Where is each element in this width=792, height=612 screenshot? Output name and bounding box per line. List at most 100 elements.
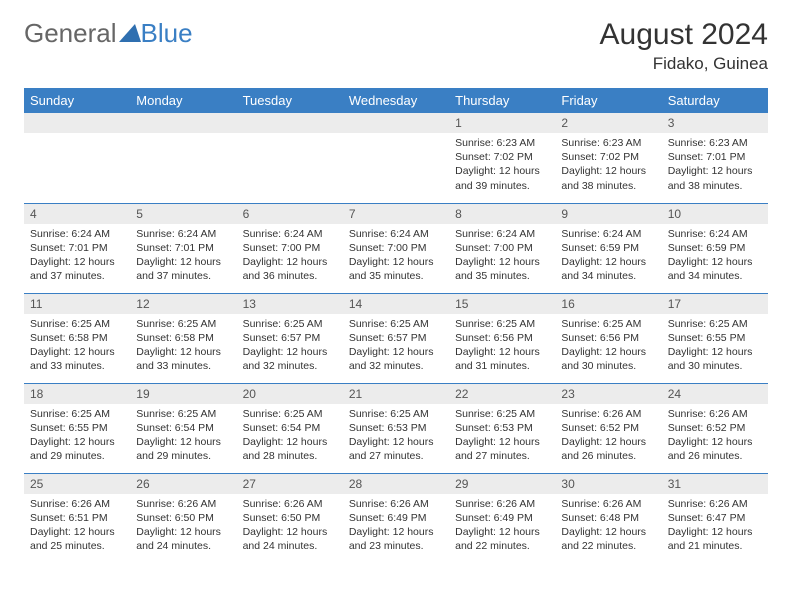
calendar-cell: 13Sunrise: 6:25 AMSunset: 6:57 PMDayligh…	[237, 293, 343, 383]
calendar-cell: 7Sunrise: 6:24 AMSunset: 7:00 PMDaylight…	[343, 203, 449, 293]
day-detail: Sunrise: 6:26 AMSunset: 6:52 PMDaylight:…	[662, 404, 768, 468]
day-detail-line: Daylight: 12 hours	[668, 345, 762, 359]
day-detail-line: Daylight: 12 hours	[136, 255, 230, 269]
day-detail-line: and 39 minutes.	[455, 179, 549, 193]
day-number: 27	[237, 474, 343, 494]
day-detail-line: Sunrise: 6:26 AM	[668, 407, 762, 421]
day-detail-line: and 26 minutes.	[668, 449, 762, 463]
day-number	[24, 113, 130, 133]
calendar-cell: 26Sunrise: 6:26 AMSunset: 6:50 PMDayligh…	[130, 473, 236, 563]
day-number: 4	[24, 204, 130, 224]
calendar-table: SundayMondayTuesdayWednesdayThursdayFrid…	[24, 88, 768, 563]
day-detail: Sunrise: 6:24 AMSunset: 7:00 PMDaylight:…	[343, 224, 449, 288]
day-detail-line: and 38 minutes.	[561, 179, 655, 193]
day-detail-line: Daylight: 12 hours	[349, 255, 443, 269]
day-number: 15	[449, 294, 555, 314]
page-header: General Blue August 2024 Fidako, Guinea	[24, 18, 768, 74]
logo: General Blue	[24, 18, 193, 49]
day-detail-line: Sunset: 7:02 PM	[455, 150, 549, 164]
day-number: 20	[237, 384, 343, 404]
calendar-cell	[343, 113, 449, 203]
day-number	[343, 113, 449, 133]
day-detail-line: and 27 minutes.	[455, 449, 549, 463]
day-detail: Sunrise: 6:26 AMSunset: 6:48 PMDaylight:…	[555, 494, 661, 558]
calendar-cell: 28Sunrise: 6:26 AMSunset: 6:49 PMDayligh…	[343, 473, 449, 563]
day-detail-line: Sunset: 7:00 PM	[243, 241, 337, 255]
day-detail-line: Sunset: 6:50 PM	[136, 511, 230, 525]
day-number: 5	[130, 204, 236, 224]
day-detail-line: and 31 minutes.	[455, 359, 549, 373]
day-detail-line: and 36 minutes.	[243, 269, 337, 283]
calendar-cell: 24Sunrise: 6:26 AMSunset: 6:52 PMDayligh…	[662, 383, 768, 473]
day-detail: Sunrise: 6:25 AMSunset: 6:54 PMDaylight:…	[130, 404, 236, 468]
day-detail-line: and 28 minutes.	[243, 449, 337, 463]
calendar-cell: 5Sunrise: 6:24 AMSunset: 7:01 PMDaylight…	[130, 203, 236, 293]
day-detail-line: and 23 minutes.	[349, 539, 443, 553]
day-detail-line: Sunrise: 6:26 AM	[668, 497, 762, 511]
day-detail: Sunrise: 6:26 AMSunset: 6:49 PMDaylight:…	[343, 494, 449, 558]
day-detail: Sunrise: 6:23 AMSunset: 7:02 PMDaylight:…	[449, 133, 555, 197]
calendar-cell: 4Sunrise: 6:24 AMSunset: 7:01 PMDaylight…	[24, 203, 130, 293]
day-number: 12	[130, 294, 236, 314]
day-number: 11	[24, 294, 130, 314]
day-detail-line: Sunrise: 6:25 AM	[30, 317, 124, 331]
day-detail-line: and 24 minutes.	[243, 539, 337, 553]
day-detail-line: Sunset: 6:54 PM	[136, 421, 230, 435]
month-title: August 2024	[600, 18, 768, 52]
day-detail-line: Sunrise: 6:24 AM	[136, 227, 230, 241]
day-detail-line: Sunrise: 6:25 AM	[349, 407, 443, 421]
day-header: Thursday	[449, 88, 555, 113]
day-detail-line: and 34 minutes.	[668, 269, 762, 283]
day-detail-line: Sunset: 6:55 PM	[668, 331, 762, 345]
day-detail-line: and 32 minutes.	[349, 359, 443, 373]
calendar-cell: 10Sunrise: 6:24 AMSunset: 6:59 PMDayligh…	[662, 203, 768, 293]
day-detail-line: Sunset: 6:48 PM	[561, 511, 655, 525]
calendar-cell: 21Sunrise: 6:25 AMSunset: 6:53 PMDayligh…	[343, 383, 449, 473]
day-detail-line: Daylight: 12 hours	[30, 525, 124, 539]
day-detail-line: and 25 minutes.	[30, 539, 124, 553]
day-detail-line: and 32 minutes.	[243, 359, 337, 373]
calendar-cell: 29Sunrise: 6:26 AMSunset: 6:49 PMDayligh…	[449, 473, 555, 563]
day-detail-line: and 33 minutes.	[136, 359, 230, 373]
day-detail-line: Sunrise: 6:25 AM	[136, 407, 230, 421]
day-detail-line: and 38 minutes.	[668, 179, 762, 193]
day-header: Friday	[555, 88, 661, 113]
day-number: 23	[555, 384, 661, 404]
calendar-cell: 30Sunrise: 6:26 AMSunset: 6:48 PMDayligh…	[555, 473, 661, 563]
day-detail-line: Sunrise: 6:25 AM	[349, 317, 443, 331]
calendar-week: 18Sunrise: 6:25 AMSunset: 6:55 PMDayligh…	[24, 383, 768, 473]
day-detail-line: Daylight: 12 hours	[561, 435, 655, 449]
day-detail: Sunrise: 6:25 AMSunset: 6:53 PMDaylight:…	[343, 404, 449, 468]
calendar-cell: 9Sunrise: 6:24 AMSunset: 6:59 PMDaylight…	[555, 203, 661, 293]
day-detail-line: Daylight: 12 hours	[561, 525, 655, 539]
day-number: 10	[662, 204, 768, 224]
day-detail-line: and 37 minutes.	[30, 269, 124, 283]
day-detail-line: and 35 minutes.	[455, 269, 549, 283]
location: Fidako, Guinea	[600, 54, 768, 74]
triangle-icon	[119, 24, 141, 42]
day-number: 22	[449, 384, 555, 404]
day-detail-line: Sunrise: 6:25 AM	[455, 317, 549, 331]
day-detail-line: Sunset: 6:49 PM	[349, 511, 443, 525]
day-number: 9	[555, 204, 661, 224]
calendar-cell: 11Sunrise: 6:25 AMSunset: 6:58 PMDayligh…	[24, 293, 130, 383]
calendar-cell	[237, 113, 343, 203]
calendar-cell: 14Sunrise: 6:25 AMSunset: 6:57 PMDayligh…	[343, 293, 449, 383]
day-detail-line: Daylight: 12 hours	[243, 525, 337, 539]
day-detail-line: Daylight: 12 hours	[243, 255, 337, 269]
calendar-cell: 12Sunrise: 6:25 AMSunset: 6:58 PMDayligh…	[130, 293, 236, 383]
day-detail-line: Sunset: 6:47 PM	[668, 511, 762, 525]
logo-text-general: General	[24, 18, 117, 49]
calendar-cell: 6Sunrise: 6:24 AMSunset: 7:00 PMDaylight…	[237, 203, 343, 293]
day-detail-line: Daylight: 12 hours	[349, 435, 443, 449]
calendar-week: 1Sunrise: 6:23 AMSunset: 7:02 PMDaylight…	[24, 113, 768, 203]
day-number: 19	[130, 384, 236, 404]
day-number: 3	[662, 113, 768, 133]
day-detail: Sunrise: 6:26 AMSunset: 6:50 PMDaylight:…	[237, 494, 343, 558]
day-number: 13	[237, 294, 343, 314]
day-number	[237, 113, 343, 133]
day-detail-line: Sunrise: 6:24 AM	[561, 227, 655, 241]
title-block: August 2024 Fidako, Guinea	[600, 18, 768, 74]
calendar-cell	[130, 113, 236, 203]
day-header-row: SundayMondayTuesdayWednesdayThursdayFrid…	[24, 88, 768, 113]
